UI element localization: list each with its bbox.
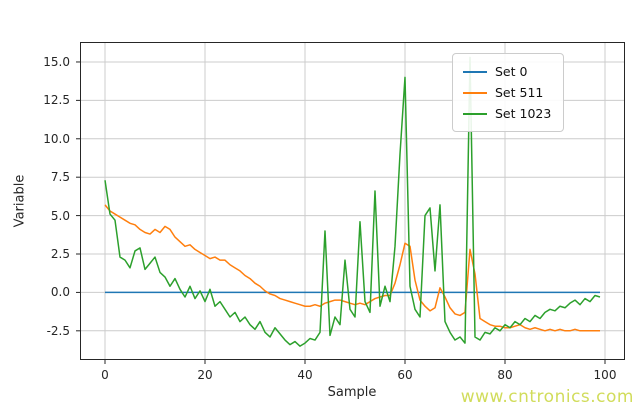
x-tick-label: 0 — [101, 368, 109, 382]
x-tick-label: 40 — [297, 368, 313, 382]
legend-item-set-1023: Set 1023 — [463, 103, 551, 124]
x-tick-label: 100 — [593, 368, 617, 382]
y-tick-label: 10.0 — [43, 131, 70, 146]
legend-label-set-511: Set 511 — [495, 85, 544, 100]
y-tick-label: 5.0 — [50, 208, 70, 223]
legend-swatch-set-1023 — [463, 112, 487, 115]
x-tick-label: 80 — [497, 368, 513, 382]
x-tick-label: 20 — [197, 368, 213, 382]
y-tick-label: 12.5 — [43, 93, 70, 108]
legend-swatch-set-0 — [463, 70, 487, 73]
plot-canvas — [76, 42, 625, 364]
y-tick-label: 7.5 — [50, 170, 70, 185]
legend-item-set-511: Set 511 — [463, 82, 551, 103]
x-tick-label: 60 — [397, 368, 413, 382]
x-axis-label: Sample — [327, 385, 377, 400]
legend-item-set-0: Set 0 — [463, 61, 551, 82]
y-tick-label: 0.0 — [50, 285, 70, 300]
y-tick-label: -2.5 — [46, 323, 70, 338]
y-tick-label: 15.0 — [43, 54, 70, 69]
legend: Set 0 Set 511 Set 1023 — [452, 53, 565, 132]
legend-swatch-set-511 — [463, 91, 487, 94]
legend-label-set-1023: Set 1023 — [495, 106, 552, 121]
legend-label-set-0: Set 0 — [495, 64, 528, 79]
y-tick-label: 2.5 — [50, 247, 70, 261]
watermark: www.cntronics.com — [460, 387, 634, 407]
